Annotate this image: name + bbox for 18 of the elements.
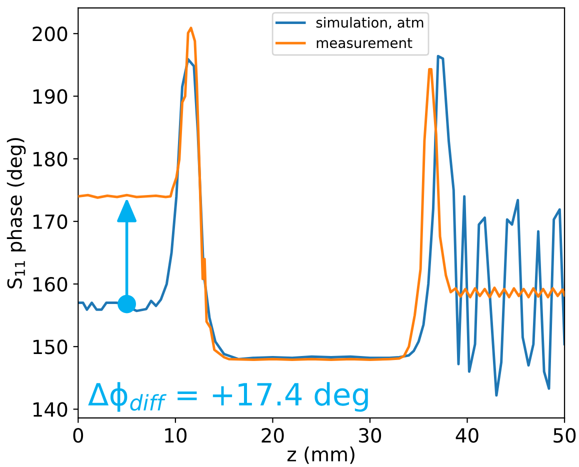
y-tick-label: 170 xyxy=(33,214,68,230)
y-tick-label: 140 xyxy=(33,402,68,417)
legend-label: measurement xyxy=(316,38,412,48)
annotation: Δϕ$_{diff}$ = +17.4 deg xyxy=(88,382,368,412)
y-tick-label: 190 xyxy=(33,89,68,104)
y-tick-label: 150 xyxy=(33,340,68,354)
x-tick-label: 0 xyxy=(73,428,84,443)
y-tick-label: 200 xyxy=(32,26,68,42)
y-tick-label: 160 xyxy=(33,276,68,292)
x-tick-label: 50 xyxy=(554,428,576,443)
x-tick-label: 30 xyxy=(359,428,382,443)
y-axis-title: S$_{11}$ phase (deg) xyxy=(6,138,26,288)
x-axis-title: z (mm) xyxy=(287,446,354,464)
y-tick-label: 180 xyxy=(33,152,68,166)
x-tick-label: 40 xyxy=(456,428,478,443)
legend-label: simulation, atm xyxy=(316,17,424,30)
x-tick-label: 10 xyxy=(165,428,187,443)
x-tick-label: 20 xyxy=(262,428,284,443)
